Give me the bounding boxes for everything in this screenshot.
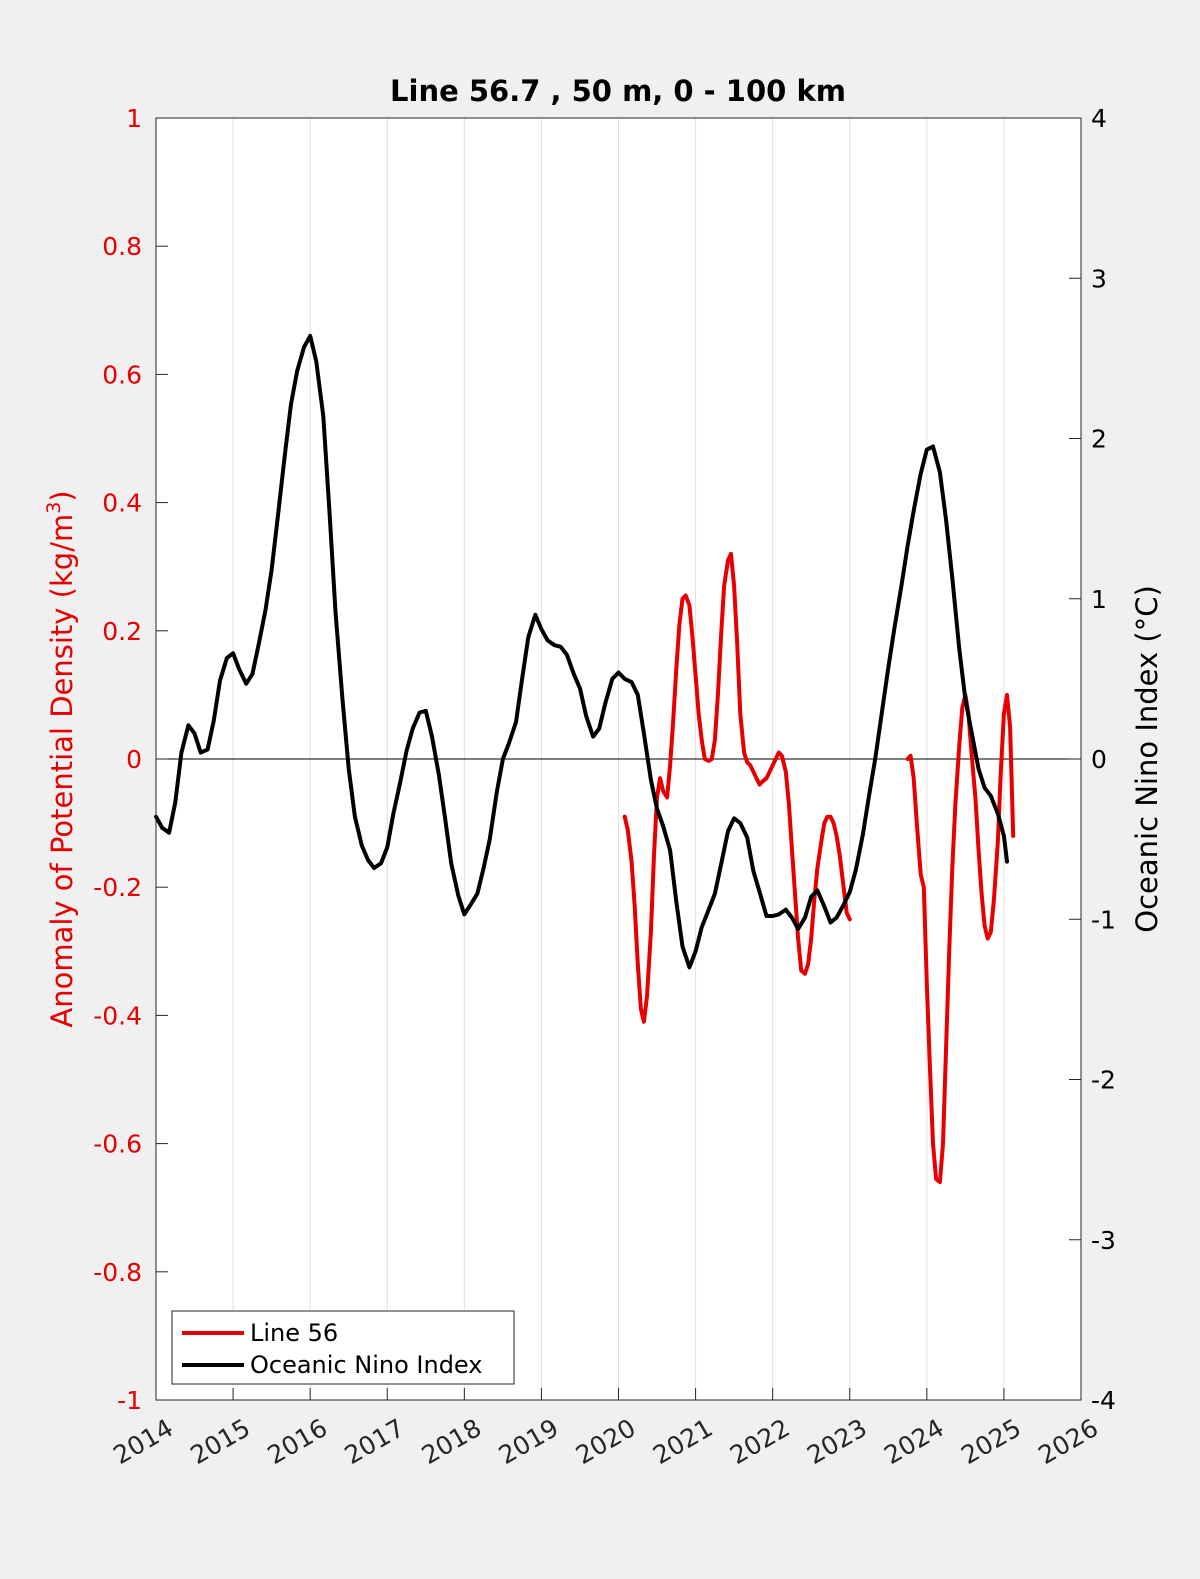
left-axis-label: Anomaly of Potential Density (kg/m3) <box>43 490 79 1027</box>
left-axis-label-superscript: 3 <box>43 502 65 514</box>
series-line-line-56-2 <box>905 692 1016 1185</box>
left-y-tick-label: 0.4 <box>102 489 142 518</box>
left-axis-label-prefix: Anomaly of Potential Density (kg/m <box>45 514 79 1028</box>
right-y-tick-label: -4 <box>1091 1386 1116 1415</box>
left-y-tick-label: -0.2 <box>93 873 142 902</box>
legend-box <box>171 1310 515 1385</box>
x-tick-label: 2018 <box>417 1413 487 1470</box>
right-y-axis: -4 -3 -2 -1 0 1 2 3 4 <box>1069 104 1116 1415</box>
right-y-tick-label: 0 <box>1091 745 1107 774</box>
x-tick-label: 2021 <box>648 1413 718 1470</box>
left-y-tick-label: 0.2 <box>102 617 142 646</box>
left-y-axis: -1 -0.8 -0.6 -0.4 -0.2 0 0.2 0.4 0.6 0.8 1 <box>93 104 168 1415</box>
left-y-tick-label: 0.8 <box>102 232 142 261</box>
right-y-tick-label: -2 <box>1091 1066 1116 1095</box>
legend-label-line-56: Line 56 <box>250 1319 338 1347</box>
x-tick-label: 2023 <box>802 1413 872 1470</box>
right-y-tick-label: 3 <box>1091 264 1107 293</box>
x-tick-label: 2016 <box>263 1413 333 1470</box>
left-y-tick-label: 1 <box>126 104 142 133</box>
x-tick-label: 2022 <box>725 1413 795 1470</box>
left-y-tick-label: 0.6 <box>102 360 142 389</box>
right-y-tick-label: -1 <box>1091 905 1116 934</box>
left-y-tick-label: 0 <box>126 745 142 774</box>
left-y-tick-label: -0.4 <box>93 1001 142 1030</box>
series-line-line-56-1 <box>622 551 852 1024</box>
legend-label-oni: Oceanic Nino Index <box>250 1351 482 1379</box>
x-tick-label: 2026 <box>1033 1413 1103 1470</box>
left-axis-label-suffix: ) <box>45 490 79 501</box>
x-tick-label: 2014 <box>108 1413 178 1470</box>
right-y-tick-label: 2 <box>1091 425 1107 454</box>
x-tick-label: 2017 <box>340 1413 410 1470</box>
x-tick-label: 2025 <box>956 1413 1026 1470</box>
x-tick-label: 2024 <box>879 1413 949 1470</box>
x-tick-label: 2020 <box>571 1413 641 1470</box>
left-y-tick-label: -1 <box>117 1386 142 1415</box>
chart-title: Line 56.7 , 50 m, 0 - 100 km <box>390 74 846 108</box>
right-y-tick-label: 4 <box>1091 104 1107 133</box>
series-line-oceanic-nino-index-1 <box>154 333 1009 970</box>
series-layer <box>154 333 1016 1185</box>
right-y-tick-label: -3 <box>1091 1226 1116 1255</box>
x-tick-label: 2019 <box>494 1413 564 1470</box>
x-tick-label: 2015 <box>185 1413 255 1470</box>
left-y-tick-label: -0.8 <box>93 1258 142 1287</box>
legend: Line 56 Oceanic Nino Index <box>171 1310 515 1385</box>
right-axis-label: Oceanic Nino Index (°C) <box>1130 585 1164 933</box>
right-y-tick-label: 1 <box>1091 585 1107 614</box>
left-y-tick-label: -0.6 <box>93 1130 142 1159</box>
